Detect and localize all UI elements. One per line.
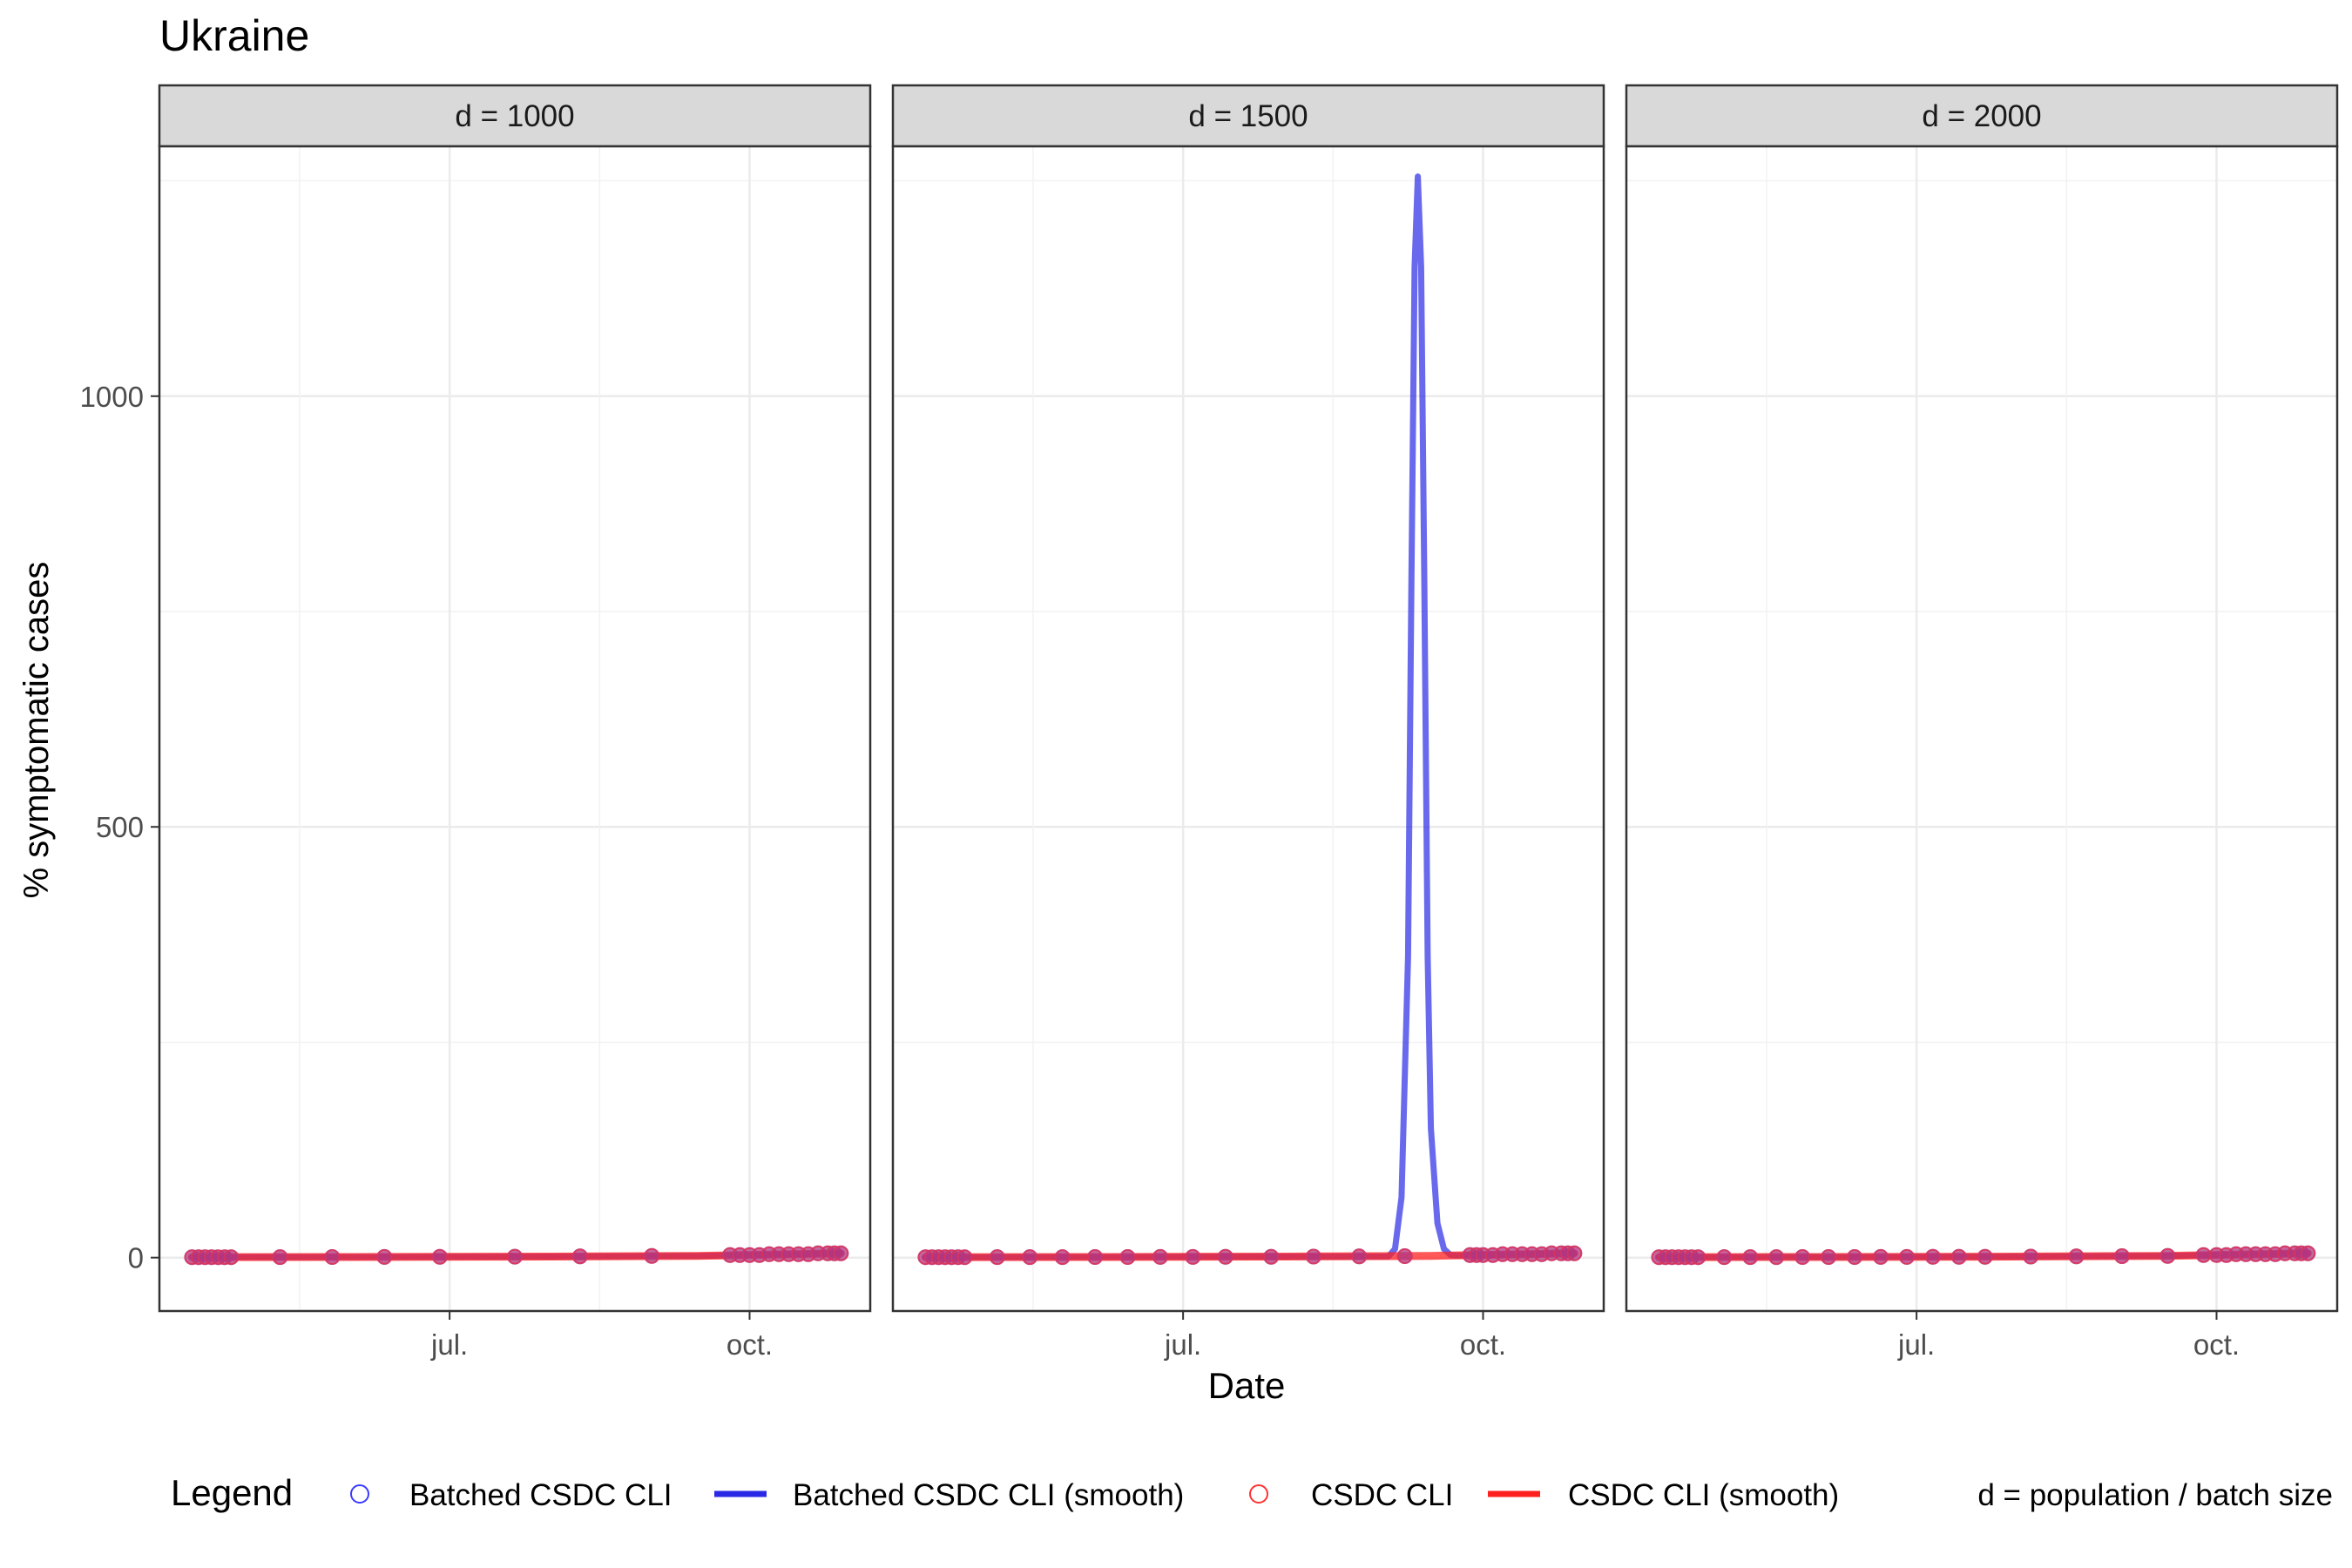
csdc-cli-point bbox=[324, 1248, 341, 1265]
y-tick-label: 500 bbox=[96, 811, 144, 843]
csdc-cli-point bbox=[272, 1249, 288, 1266]
x-tick-label: oct. bbox=[2193, 1328, 2240, 1361]
csdc-cli-point bbox=[1742, 1249, 1759, 1266]
legend-key-point bbox=[350, 1484, 369, 1504]
panel-border bbox=[158, 145, 872, 1313]
csdc-cli-point bbox=[1305, 1248, 1321, 1265]
csdc-cli-point bbox=[1768, 1249, 1785, 1266]
y-tick-label: 1000 bbox=[80, 381, 144, 413]
csdc-cli-point bbox=[1185, 1248, 1201, 1265]
facet-strip bbox=[891, 84, 1605, 148]
csdc-cli-point bbox=[571, 1248, 588, 1265]
csdc-cli-point bbox=[431, 1248, 448, 1265]
csdc-cli-point bbox=[2195, 1247, 2212, 1263]
facet-strip-label: d = 2000 bbox=[1922, 99, 2041, 133]
csdc-cli-point bbox=[2023, 1248, 2039, 1265]
csdc-cli-point bbox=[1566, 1245, 1583, 1261]
legend: Legend Batched CSDC CLI Batched CSDC CLI (… bbox=[171, 1472, 2333, 1513]
csdc-cli-point bbox=[2159, 1247, 2176, 1264]
x-axis-label: Date bbox=[1208, 1365, 1286, 1406]
csdc-cli-point bbox=[1263, 1248, 1280, 1265]
x-tick-label: jul. bbox=[430, 1328, 468, 1361]
x-tick-label: jul. bbox=[1897, 1328, 1935, 1361]
csdc-cli-point bbox=[1119, 1248, 1136, 1265]
csdc-cli-point bbox=[1924, 1248, 1941, 1265]
csdc-cli-point bbox=[376, 1248, 393, 1265]
facet-strip bbox=[1625, 84, 2339, 148]
legend-label: Batched CSDC CLI (smooth) bbox=[793, 1478, 1184, 1512]
csdc-cli-point bbox=[2068, 1248, 2085, 1265]
panel-border bbox=[891, 145, 1605, 1313]
facet-panel: d = 1500 jul. oct. bbox=[891, 84, 1605, 1361]
csdc-cli-point bbox=[1351, 1248, 1368, 1265]
legend-note: d = population / batch size bbox=[1977, 1478, 2333, 1512]
csdc-cli-point bbox=[1847, 1248, 1863, 1265]
csdc-cli-point bbox=[2113, 1248, 2130, 1265]
csdc-cli-point bbox=[833, 1245, 849, 1261]
csdc-cli-point bbox=[1690, 1249, 1707, 1266]
csdc-cli-point bbox=[644, 1247, 660, 1264]
csdc-cli-point bbox=[1872, 1248, 1889, 1265]
csdc-cli-point bbox=[1821, 1248, 1837, 1265]
csdc-cli-point bbox=[1794, 1248, 1811, 1265]
y-tick-label: 0 bbox=[128, 1242, 144, 1274]
x-tick-label: oct. bbox=[727, 1328, 773, 1361]
chart-title: Ukraine bbox=[159, 11, 309, 60]
csdc-cli-point bbox=[223, 1249, 240, 1266]
csdc-cli-point bbox=[956, 1249, 973, 1266]
facet-strip-label: d = 1000 bbox=[455, 99, 574, 133]
csdc-cli-point bbox=[1898, 1248, 1915, 1265]
legend-label: Batched CSDC CLI bbox=[409, 1478, 672, 1512]
csdc-cli-point bbox=[1022, 1249, 1038, 1266]
csdc-cli-point bbox=[2300, 1245, 2316, 1261]
legend-label: CSDC CLI (smooth) bbox=[1568, 1478, 1839, 1512]
x-tick-label: jul. bbox=[1164, 1328, 1201, 1361]
facet-panel: d = 2000 jul. oct. bbox=[1625, 84, 2339, 1361]
legend-label: CSDC CLI bbox=[1311, 1478, 1453, 1512]
csdc-cli-point bbox=[1396, 1248, 1413, 1265]
csdc-cli-point bbox=[1152, 1248, 1168, 1265]
facet-strip bbox=[158, 84, 872, 148]
legend-title: Legend bbox=[171, 1472, 293, 1513]
panel-background bbox=[893, 146, 1604, 1311]
csdc-cli-point bbox=[1217, 1248, 1233, 1265]
facet-panel: d = 1000 jul. oct. bbox=[158, 84, 872, 1361]
panel-background bbox=[1626, 146, 2337, 1311]
csdc-cli-point bbox=[1977, 1248, 1993, 1265]
csdc-cli-point bbox=[1950, 1248, 1967, 1265]
y-axis-label: % symptomatic cases bbox=[17, 562, 56, 899]
x-tick-label: oct. bbox=[1460, 1328, 1506, 1361]
csdc-cli-point bbox=[1716, 1249, 1733, 1266]
panel-border bbox=[1625, 145, 2339, 1313]
legend-key-point bbox=[1249, 1484, 1268, 1504]
csdc-cli-point bbox=[1087, 1248, 1104, 1265]
csdc-cli-point bbox=[989, 1249, 1005, 1266]
panel-background bbox=[159, 146, 870, 1311]
csdc-cli-point bbox=[1054, 1249, 1071, 1266]
y-axis: 0 500 1000 bbox=[80, 381, 159, 1274]
csdc-cli-point bbox=[507, 1248, 523, 1265]
facet-strip-label: d = 1500 bbox=[1188, 99, 1308, 133]
